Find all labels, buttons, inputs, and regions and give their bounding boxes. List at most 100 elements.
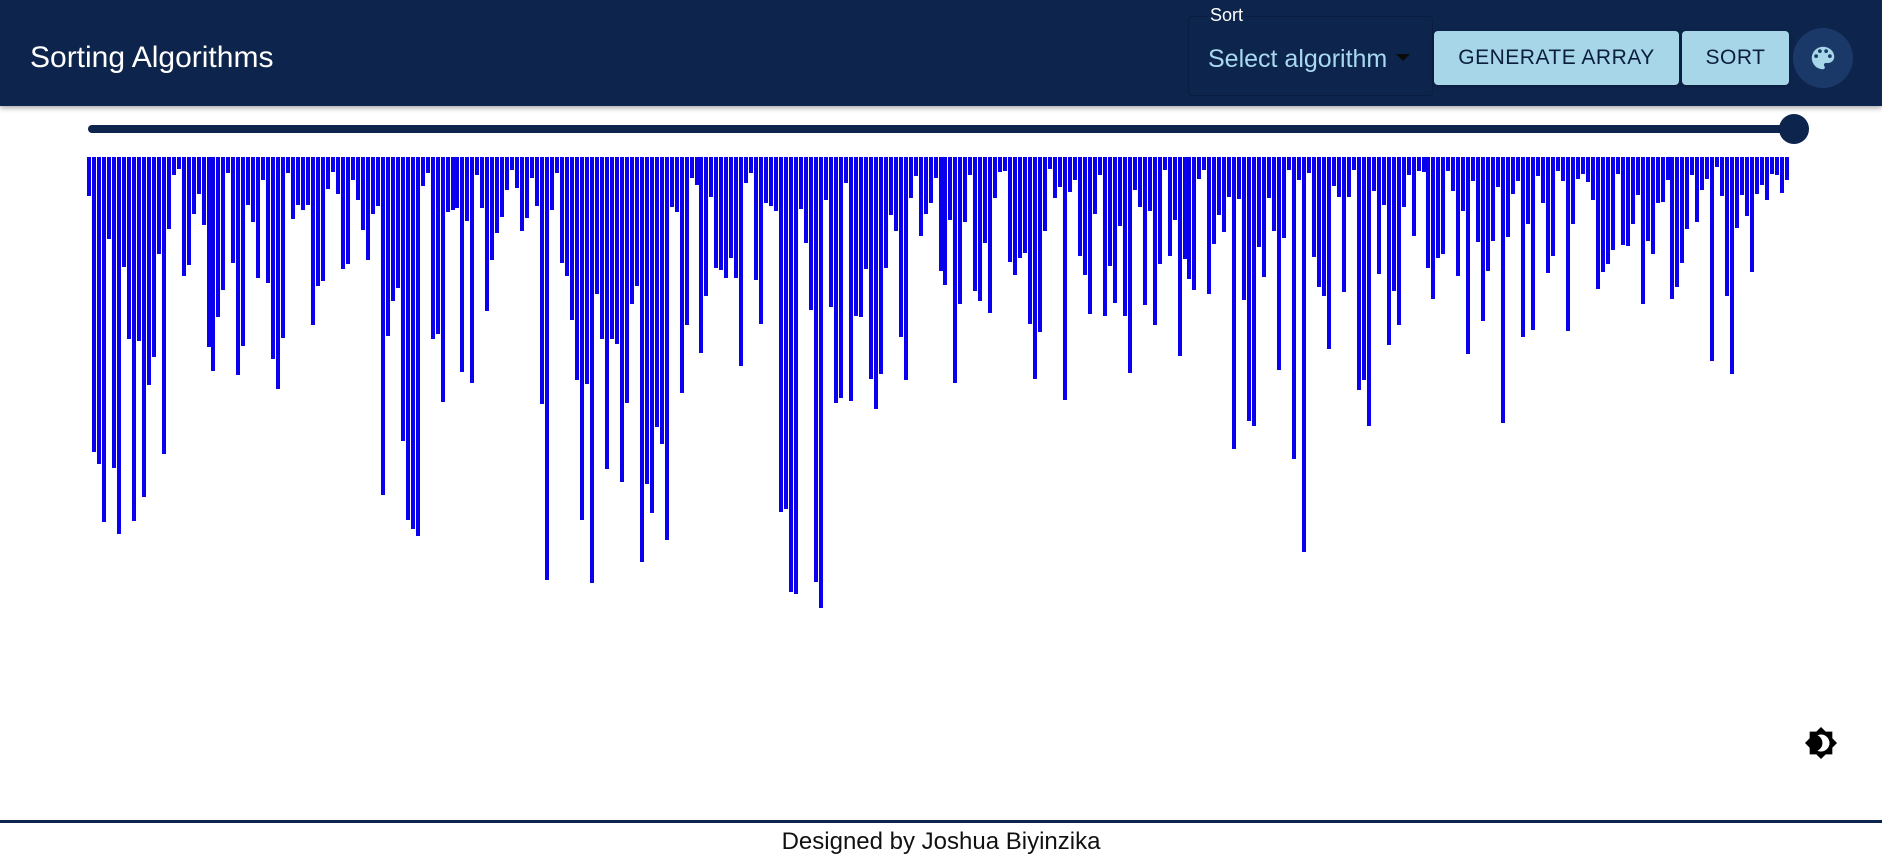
array-bar	[266, 157, 271, 283]
array-bar	[1680, 157, 1685, 263]
array-bar	[1630, 157, 1635, 224]
array-bar	[1521, 157, 1526, 337]
array-bar	[340, 157, 345, 269]
array-bar	[1067, 157, 1072, 192]
array-bar	[1292, 157, 1297, 459]
algorithm-select[interactable]	[1188, 16, 1433, 96]
array-bar	[818, 157, 823, 608]
dropdown-arrow-icon[interactable]	[1396, 54, 1410, 61]
array-bar	[609, 157, 614, 339]
array-bar	[739, 157, 744, 366]
array-bar	[1207, 157, 1212, 294]
array-bar	[704, 157, 709, 296]
array-bar	[948, 157, 953, 220]
array-bar	[395, 157, 400, 288]
array-bar	[1605, 157, 1610, 264]
array-bar	[1531, 157, 1536, 330]
array-bar	[1710, 157, 1715, 361]
array-bar	[908, 157, 913, 198]
array-bar	[878, 157, 883, 374]
array-bar	[1595, 157, 1600, 289]
array-bar	[744, 157, 749, 183]
array-bar	[828, 157, 833, 307]
array-bar	[525, 157, 530, 218]
array-bar	[221, 157, 226, 290]
array-bar	[883, 157, 888, 268]
array-bar	[345, 157, 350, 264]
array-bar	[1097, 157, 1102, 175]
array-bar	[973, 157, 978, 291]
array-bar	[211, 157, 216, 371]
array-size-slider[interactable]	[88, 114, 1810, 144]
array-bar	[1650, 157, 1655, 254]
array-bar	[694, 157, 699, 185]
array-bar	[838, 157, 843, 398]
array-bar	[1356, 157, 1361, 390]
brightness-icon[interactable]	[1804, 726, 1838, 760]
sort-button[interactable]: SORT	[1682, 31, 1789, 85]
array-bar	[1780, 157, 1785, 193]
array-bar	[1237, 157, 1242, 199]
array-bar	[644, 157, 649, 484]
array-bar	[1770, 157, 1775, 174]
array-bar	[1092, 157, 1097, 214]
array-bar	[450, 157, 455, 210]
slider-track[interactable]	[88, 125, 1794, 133]
array-bar	[584, 157, 589, 384]
array-bar	[136, 157, 141, 341]
array-bar	[858, 157, 863, 317]
array-bar	[619, 157, 624, 482]
array-bar	[500, 157, 505, 217]
array-bar	[1326, 157, 1331, 349]
array-bar	[799, 157, 804, 209]
array-bar	[1401, 157, 1406, 207]
array-bar	[1421, 157, 1426, 172]
array-bar	[1426, 157, 1431, 268]
palette-button[interactable]	[1793, 28, 1853, 88]
array-bar	[1456, 157, 1461, 276]
array-bar	[1222, 157, 1227, 232]
array-bar	[560, 157, 565, 263]
array-bar	[983, 157, 988, 243]
array-bar	[1227, 157, 1232, 197]
array-bar	[968, 157, 973, 175]
algorithm-select-value[interactable]: Select algorithm	[1208, 45, 1388, 73]
generate-array-button[interactable]: GENERATE ARRAY	[1434, 31, 1679, 85]
array-bar	[1272, 157, 1277, 231]
array-bar	[191, 157, 196, 214]
array-bar	[1675, 157, 1680, 287]
array-bar	[480, 157, 485, 208]
array-bar	[958, 157, 963, 304]
array-bar	[1550, 157, 1555, 256]
array-bar	[629, 157, 634, 304]
array-bar	[1745, 157, 1750, 216]
array-bar	[1062, 157, 1067, 400]
array-bar	[574, 157, 579, 380]
array-bar	[1102, 157, 1107, 316]
array-bar	[241, 157, 246, 346]
array-bar	[1202, 157, 1207, 170]
array-bar	[1306, 157, 1311, 173]
array-bar	[1715, 157, 1720, 167]
array-bar	[535, 157, 540, 206]
array-bar	[1391, 157, 1396, 291]
array-bar	[335, 157, 340, 194]
array-bar	[659, 157, 664, 444]
array-bar	[1695, 157, 1700, 222]
array-bar	[1217, 157, 1222, 215]
array-bar	[161, 157, 166, 454]
array-bar	[674, 157, 679, 212]
array-bar	[1541, 157, 1546, 203]
palette-icon	[1811, 46, 1835, 70]
array-bar	[1600, 157, 1605, 272]
array-bar	[604, 157, 609, 469]
array-bar	[420, 157, 425, 186]
array-bar	[774, 157, 779, 211]
array-bar	[271, 157, 276, 359]
array-bar	[903, 157, 908, 380]
array-bar	[1411, 157, 1416, 236]
array-bar	[1690, 157, 1695, 175]
slider-thumb[interactable]	[1779, 114, 1809, 144]
array-bar	[719, 157, 724, 270]
array-bar	[425, 157, 430, 173]
